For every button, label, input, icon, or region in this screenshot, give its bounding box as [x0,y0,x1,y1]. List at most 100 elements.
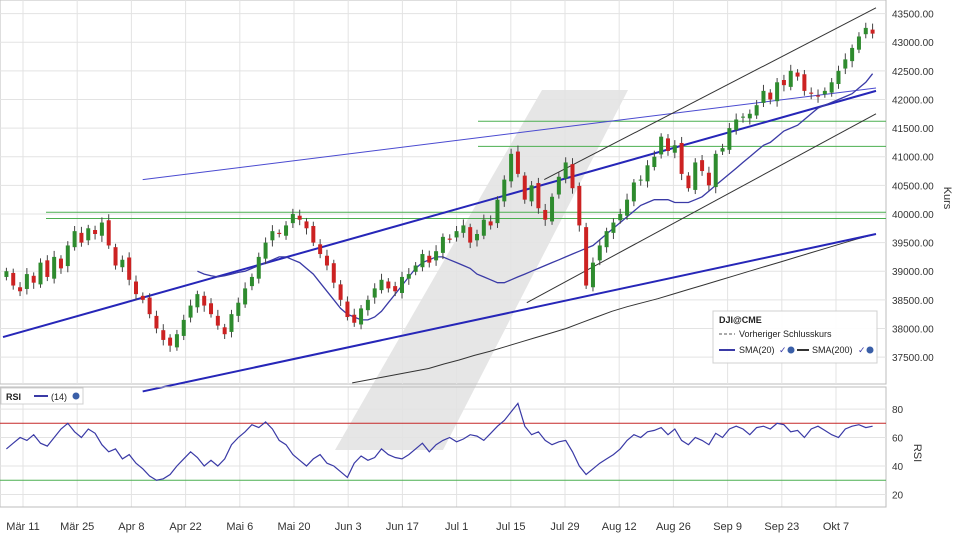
candle-body [195,294,200,308]
candle-body [413,265,418,272]
candle-body [447,238,452,240]
legend-sma20-check-icon[interactable]: ✓ [779,345,787,355]
candle-body [713,153,718,188]
candle-body [652,156,657,168]
legend-sma200-check-icon[interactable]: ✓ [858,345,866,355]
candle-body [590,262,595,288]
rsi-path [6,402,873,481]
candle-body [761,90,766,103]
candle-body [18,287,23,292]
x-tick-label: Jul 29 [550,521,579,533]
candle-body [263,242,268,259]
sma200-path [352,234,872,384]
candle-body [679,142,684,174]
candle-body [495,199,500,224]
price-y-tick-label: 41000.00 [892,153,934,164]
price-y-axis: 37500.00 38000.00 38500.00 39000.00 39500.00… [892,10,934,365]
rsi-y-axis-label: RSI [911,444,923,462]
candle-body [249,276,254,287]
chart-legend: DJI@CME Vorheriger Schlusskurs SMA(20) ✓… [712,310,878,364]
x-tick-label: Apr 8 [118,521,144,533]
price-y-tick-label: 43500.00 [892,10,934,21]
horizontal-levels [46,120,886,220]
candle-body [311,225,316,243]
candle-body [706,172,711,186]
candle-body [11,272,16,286]
price-y-tick-label: 39000.00 [892,267,934,278]
candle-body [202,295,207,306]
candle-body [618,213,623,221]
candle-body [454,231,459,238]
candle-body [154,315,159,329]
candle-body [563,162,568,179]
candle-body [863,27,868,35]
price-y-tick-label: 37500.00 [892,353,934,364]
x-tick-label: Mai 20 [277,521,310,533]
x-tick-label: Apr 22 [169,521,201,533]
candle-body [58,258,63,269]
candle-body [434,251,439,261]
candle-body [338,284,343,300]
legend-sma20-settings-icon[interactable] [787,346,795,354]
candle-body [550,196,555,222]
rsi-legend-period: (14) [51,392,67,402]
candle-body [577,185,582,226]
price-y-tick-label: 38500.00 [892,296,934,307]
trendline [142,233,877,393]
candle-body [188,305,193,318]
x-tick-label: Sep 9 [713,521,742,533]
x-tick-label: Aug 26 [656,521,691,533]
rsi-y-axis: 80 60 40 20 [892,405,904,501]
candle-body [802,74,807,91]
candle-body [461,225,466,233]
candle-body [795,72,800,77]
candle-body [147,297,152,315]
price-y-tick-label: 42500.00 [892,67,934,78]
candle-body [161,330,166,340]
candle-body [113,247,118,266]
candle-body [297,215,302,220]
candle-body [38,262,43,285]
legend-sma200-settings-icon[interactable] [866,346,874,354]
x-tick-label: Jul 1 [445,521,468,533]
candle-body [140,295,145,300]
rsi-line [6,402,873,481]
candlesticks [4,22,875,352]
candle-body [52,256,57,279]
sma200-line [352,234,872,384]
watermark-logo [335,90,628,450]
rsi-grid [0,408,886,495]
x-tick-label: Okt 7 [823,521,849,533]
candle-body [393,286,398,292]
candle-body [781,80,786,86]
price-y-axis-label: Kurs [941,187,953,210]
candle-body [427,255,432,263]
candle-body [215,315,220,326]
candle-body [829,82,834,93]
candle-body [850,47,855,62]
candle-body [754,105,759,116]
candle-body [106,220,111,246]
candle-body [475,234,480,241]
rsi-settings-icon[interactable] [72,392,80,400]
rsi-y-tick-label: 40 [892,462,904,473]
candle-body [365,299,370,311]
price-y-tick-label: 42000.00 [892,95,934,106]
candle-body [672,145,677,153]
trendline [544,7,877,181]
candle-body [324,255,329,266]
candle-body [775,82,780,102]
legend-symbol: DJI@CME [719,315,762,325]
legend-sma20-label: SMA(20) [739,345,775,355]
candle-body [236,302,241,316]
candle-body [290,213,295,224]
x-tick-label: Jul 15 [496,521,525,533]
rsi-panel-frame [0,386,887,508]
candle-body [174,334,179,348]
candle-body [304,221,309,229]
candle-body [720,148,725,152]
candle-body [584,227,589,286]
candle-body [93,230,98,235]
candle-body [359,308,364,325]
candle-body [843,59,848,69]
